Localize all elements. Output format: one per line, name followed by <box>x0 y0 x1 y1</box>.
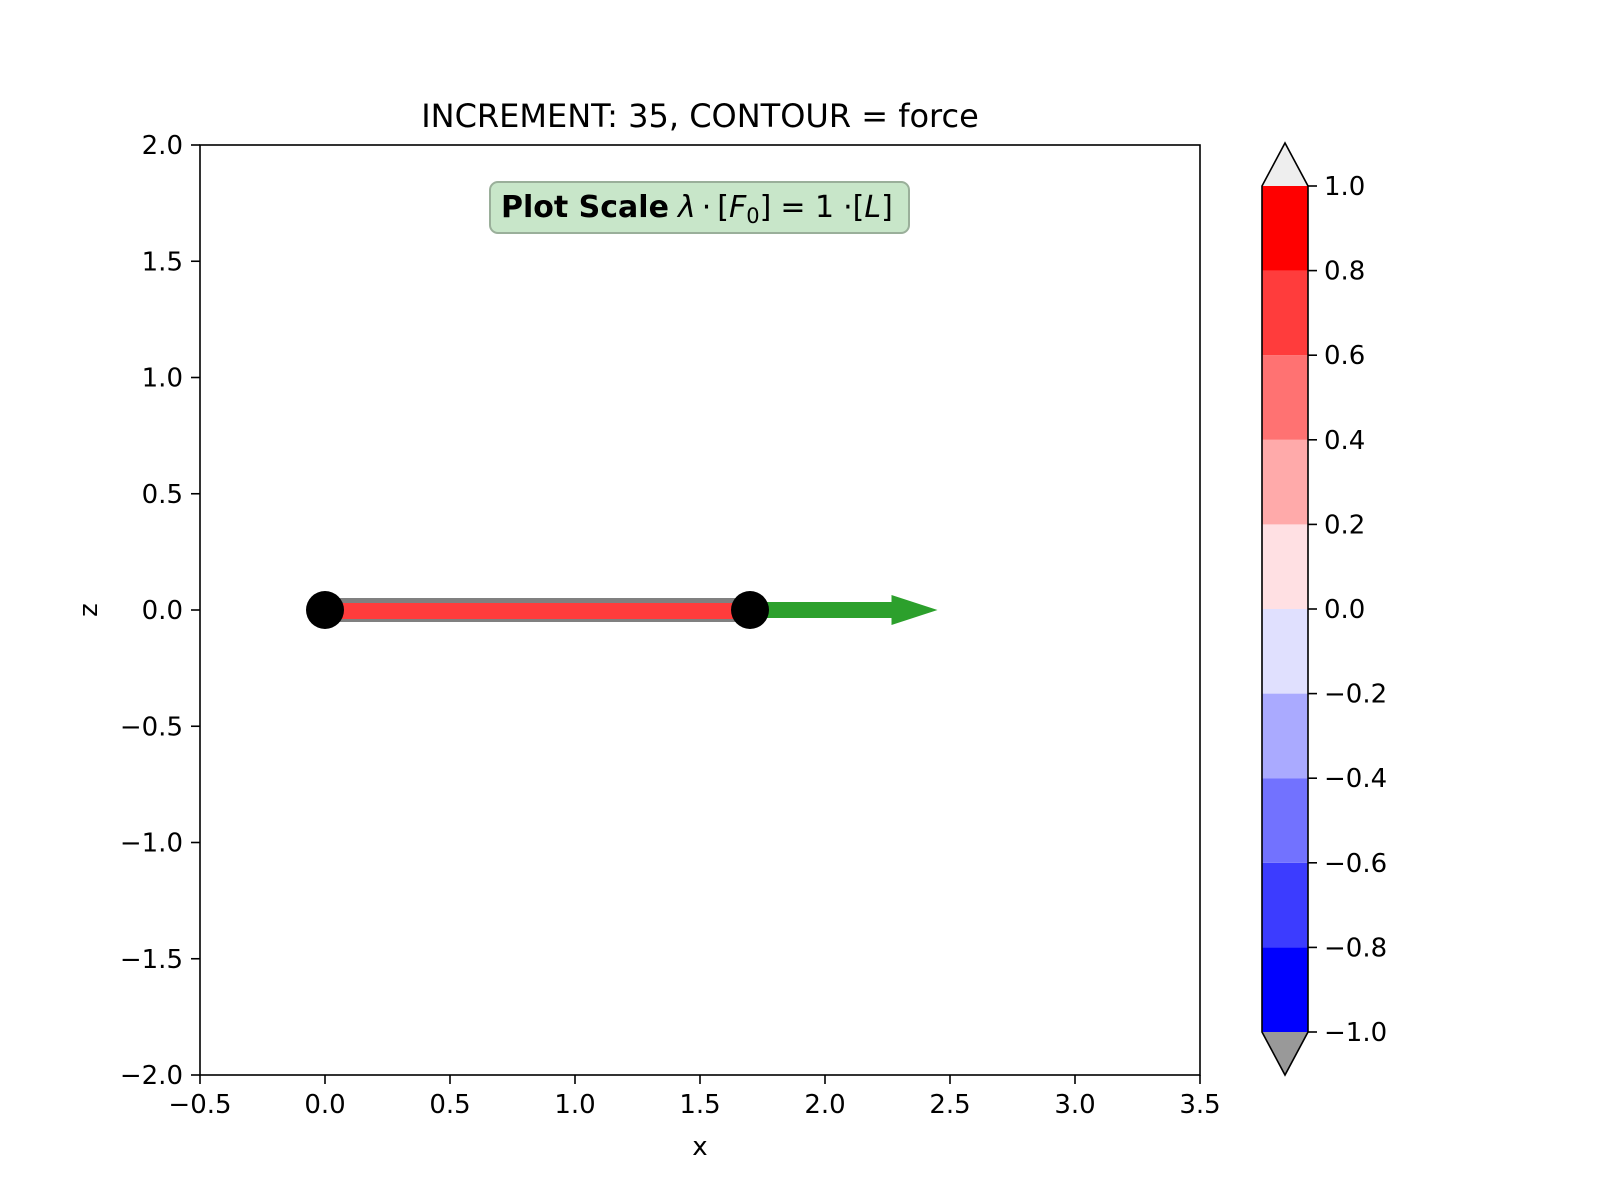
colorbar-segment <box>1262 778 1308 863</box>
colorbar-segment <box>1262 947 1308 1032</box>
chart-title: INCREMENT: 35, CONTOUR = force <box>421 97 979 135</box>
colorbar-tick-label: −0.6 <box>1324 849 1387 879</box>
plot-scale-lambda: λ <box>676 190 696 225</box>
x-tick-label: 1.5 <box>679 1090 720 1120</box>
y-tick-label: −0.5 <box>120 712 183 742</box>
colorbar-segment <box>1262 270 1308 356</box>
colorbar-tick-label: −0.2 <box>1324 680 1387 710</box>
colorbar-segment <box>1262 524 1308 609</box>
plot-scale-text: Plot Scale λ · [F0] = 1 ·[L] <box>501 190 893 228</box>
plot-scale-lbracket-2: [ <box>853 190 865 225</box>
colorbar-segment <box>1262 693 1308 779</box>
plot-scale-dot-2: · <box>843 190 853 225</box>
colorbar-segment <box>1262 186 1308 271</box>
x-tick-label: 0.0 <box>304 1090 345 1120</box>
plot-scale-bold: Plot Scale <box>501 190 669 225</box>
plot-scale-dot: · <box>702 190 712 225</box>
plot-scale-lbracket: [ <box>717 190 729 225</box>
x-tick-label: 2.5 <box>929 1090 970 1120</box>
y-tick-label: −2.0 <box>120 1061 183 1091</box>
plot-marks <box>306 591 938 629</box>
colorbar-tick-label: 0.0 <box>1324 595 1365 625</box>
colorbar: −1.0 −0.8 −0.6 −0.4 −0.2 0.0 0.2 0.4 0.6 0.8 1.0 <box>1261 141 1387 1077</box>
y-axis-label: z <box>74 603 104 617</box>
x-tick-label: 2.0 <box>804 1090 845 1120</box>
colorbar-segment <box>1262 439 1308 525</box>
y-tick-label: 0.5 <box>142 480 183 510</box>
force-arrow-head <box>891 595 938 625</box>
plot-scale-box <box>489 181 910 234</box>
y-tick-label: 2.0 <box>142 131 183 161</box>
x-tick-label: −0.5 <box>168 1090 231 1120</box>
plot-scale-force: F <box>729 190 747 225</box>
x-axis-label: x <box>692 1132 707 1162</box>
node-marker <box>306 591 344 629</box>
plot-scale-rbracket-2: ] <box>881 190 893 225</box>
plot-scale-length: L <box>864 190 881 225</box>
y-tick-label: 0.0 <box>142 596 183 626</box>
colorbar-tick-label: −0.4 <box>1324 764 1387 794</box>
colorbar-segment <box>1262 862 1308 948</box>
plot-scale-rbracket: ] <box>760 190 772 225</box>
x-tick-label: 1.0 <box>554 1090 595 1120</box>
colorbar-tick-label: 0.6 <box>1324 341 1365 371</box>
y-tick-label: 1.0 <box>142 364 183 394</box>
x-axis-ticks: −0.5 0.0 0.5 1.0 1.5 2.0 2.5 3.0 3.5 <box>168 1075 1221 1120</box>
x-tick-label: 0.5 <box>429 1090 470 1120</box>
colorbar-tick-label: 1.0 <box>1324 172 1365 202</box>
force-arrow-shaft <box>750 602 893 618</box>
x-tick-label: 3.5 <box>1179 1090 1220 1120</box>
y-tick-label: 1.5 <box>142 247 183 277</box>
colorbar-over-extension <box>1262 143 1308 186</box>
colorbar-under-extension <box>1262 1032 1308 1075</box>
y-tick-label: −1.5 <box>120 945 183 975</box>
colorbar-tick-label: −1.0 <box>1324 1018 1387 1048</box>
colorbar-tick-label: −0.8 <box>1324 933 1387 963</box>
colorbar-segment <box>1262 355 1308 440</box>
plot-scale-annotation: Plot Scale λ · [F0] = 1 ·[L] <box>489 181 910 234</box>
y-axis-ticks: 2.0 1.5 1.0 0.5 0.0 −0.5 −1.0 −1.5 −2.0 <box>120 131 200 1091</box>
node-marker <box>731 591 769 629</box>
plot-scale-subscript: 0 <box>746 204 759 228</box>
colorbar-tick-label: 0.8 <box>1324 257 1365 287</box>
colorbar-tick-label: 0.2 <box>1324 510 1365 540</box>
y-tick-label: −1.0 <box>120 829 183 859</box>
colorbar-tick-label: 0.4 <box>1324 426 1365 456</box>
colorbar-segment <box>1262 609 1308 694</box>
x-tick-label: 3.0 <box>1054 1090 1095 1120</box>
plot-scale-equals: = 1 <box>780 190 834 225</box>
